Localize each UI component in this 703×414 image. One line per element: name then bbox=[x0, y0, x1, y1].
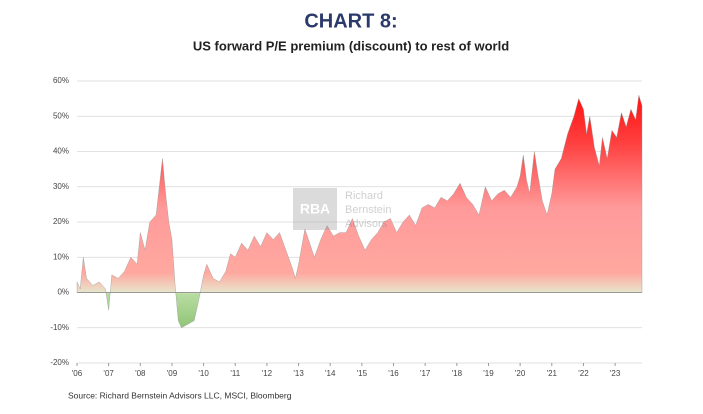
x-tick-label: '06 bbox=[72, 369, 83, 378]
y-tick-label: 30% bbox=[53, 182, 69, 191]
x-tick-label: '07 bbox=[103, 369, 114, 378]
x-tick-label: '20 bbox=[515, 369, 526, 378]
y-tick-label: 0% bbox=[57, 288, 69, 297]
chart-subtitle: US forward P/E premium (discount) to res… bbox=[193, 38, 509, 53]
x-tick-label: '11 bbox=[230, 369, 240, 378]
y-tick-label: 10% bbox=[53, 252, 69, 261]
y-tick-label: -10% bbox=[50, 323, 69, 332]
y-tick-label: 20% bbox=[53, 217, 69, 226]
watermark-line: Bernstein bbox=[345, 204, 391, 216]
watermark-line: Richard bbox=[345, 190, 383, 202]
x-tick-label: '19 bbox=[483, 369, 494, 378]
x-tick-label: '10 bbox=[198, 369, 209, 378]
x-tick-label: '17 bbox=[420, 369, 431, 378]
y-tick-label: 50% bbox=[53, 111, 69, 120]
watermark: RBA Richard Bernstein Advisors bbox=[293, 188, 391, 230]
x-tick-label: '21 bbox=[547, 369, 558, 378]
x-tick-label: '09 bbox=[167, 369, 178, 378]
watermark-logo: RBA bbox=[300, 201, 330, 217]
x-tick-label: '15 bbox=[357, 369, 368, 378]
x-tick-label: '08 bbox=[135, 369, 146, 378]
x-tick-label: '16 bbox=[388, 369, 399, 378]
source-note: Source: Richard Bernstein Advisors LLC, … bbox=[68, 390, 292, 400]
x-tick-label: '18 bbox=[452, 369, 463, 378]
watermark-line: Advisors bbox=[345, 218, 388, 230]
chart-title: CHART 8: bbox=[304, 10, 397, 32]
y-tick-label: -20% bbox=[50, 358, 69, 367]
area bbox=[76, 95, 643, 329]
x-tick-label: '13 bbox=[293, 369, 304, 378]
x-tick-label: '23 bbox=[610, 369, 621, 378]
watermark-box bbox=[293, 188, 337, 230]
y-tick-label: 40% bbox=[53, 147, 69, 156]
x-tick-label: '14 bbox=[325, 369, 336, 378]
y-tick-label: 60% bbox=[53, 76, 69, 85]
x-tick-label: '22 bbox=[578, 369, 589, 378]
x-tick-label: '12 bbox=[262, 369, 273, 378]
